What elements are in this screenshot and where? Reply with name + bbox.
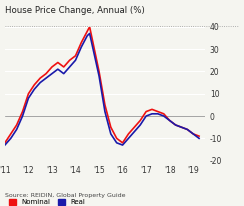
Text: Source: REIDIN, Global Property Guide: Source: REIDIN, Global Property Guide <box>5 193 125 198</box>
Text: House Price Change, Annual (%): House Price Change, Annual (%) <box>5 6 145 15</box>
Legend: Nominal, Real: Nominal, Real <box>6 197 88 206</box>
